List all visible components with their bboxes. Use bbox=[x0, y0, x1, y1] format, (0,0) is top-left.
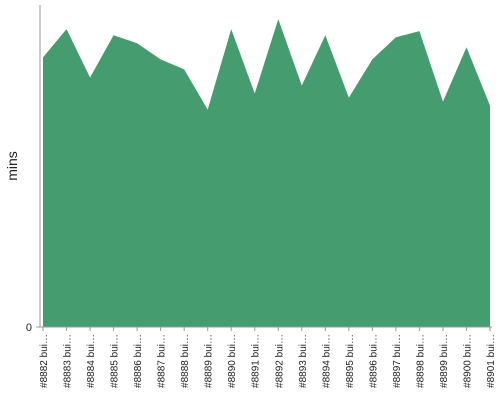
x-tick-label: #8884 bui… bbox=[86, 334, 97, 388]
x-tick-label: #8894 bui… bbox=[321, 334, 332, 388]
x-tick-label: #8891 bui… bbox=[251, 334, 262, 388]
x-tick-label: #8889 bui… bbox=[204, 334, 215, 388]
x-tick-label: #8883 bui… bbox=[63, 334, 74, 388]
x-tick-label: #8899 bui… bbox=[439, 334, 450, 388]
x-tick-label: #8885 bui… bbox=[110, 334, 121, 388]
x-tick-label: #8897 bui… bbox=[392, 334, 403, 388]
x-tick-label: #8900 bui… bbox=[462, 334, 473, 388]
x-tick-label: #8886 bui… bbox=[133, 334, 144, 388]
x-tick-label: #8893 bui… bbox=[298, 334, 309, 388]
x-tick-label: #8882 bui… bbox=[39, 334, 50, 388]
x-tick-label: #8892 bui… bbox=[274, 334, 285, 388]
x-tick-label: #8896 bui… bbox=[368, 334, 379, 388]
x-tick-label: #8890 bui… bbox=[227, 334, 238, 388]
x-tick-label: #8898 bui… bbox=[415, 334, 426, 388]
x-tick-label: #8901 bui… bbox=[486, 334, 497, 388]
y-axis-label: mins bbox=[4, 151, 20, 181]
y-tick-label: 0 bbox=[26, 322, 32, 334]
x-tick-label: #8888 bui… bbox=[180, 334, 191, 388]
x-tick-label: #8887 bui… bbox=[157, 334, 168, 388]
area bbox=[43, 19, 490, 328]
x-tick-label: #8895 bui… bbox=[345, 334, 356, 388]
